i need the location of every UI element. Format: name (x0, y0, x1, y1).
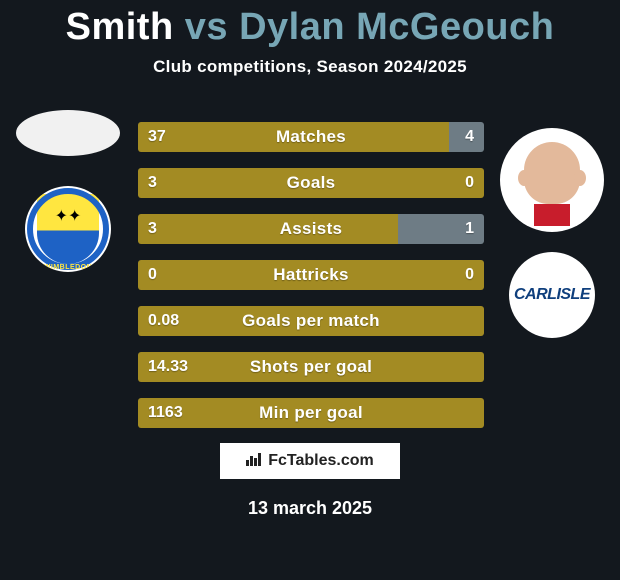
player1-avatar-placeholder (16, 110, 120, 156)
stat-bar-row: 1163Min per goal (138, 398, 484, 428)
stat-label: Min per goal (138, 398, 484, 428)
stat-label: Goals (138, 168, 484, 198)
stat-bar-row: 30Goals (138, 168, 484, 198)
stat-label: Assists (138, 214, 484, 244)
stat-label: Hattricks (138, 260, 484, 290)
watermark-text: FcTables.com (268, 452, 374, 470)
player2-name: Dylan McGeouch (239, 6, 554, 48)
fctables-watermark[interactable]: FcTables.com (220, 443, 400, 479)
player1-name: Smith (66, 6, 174, 48)
stat-label: Goals per match (138, 306, 484, 336)
title-separator: vs (185, 6, 228, 48)
comparison-date: 13 march 2025 (0, 498, 620, 519)
player2-head-icon (512, 134, 592, 226)
right-player-column: CARLISLE (492, 128, 612, 358)
stat-label: Shots per goal (138, 352, 484, 382)
player1-club-crest: ✦✦ WIMBLEDON (25, 186, 111, 272)
chart-icon (246, 452, 262, 471)
stat-bar-row: 00Hattricks (138, 260, 484, 290)
stat-bar-row: 0.08Goals per match (138, 306, 484, 336)
stat-bar-row: 374Matches (138, 122, 484, 152)
carlisle-crest-icon: CARLISLE (509, 252, 595, 338)
wimbledon-crest-icon: ✦✦ WIMBLEDON (27, 188, 109, 270)
stat-bar-row: 14.33Shots per goal (138, 352, 484, 382)
player2-avatar (500, 128, 604, 232)
carlisle-crest-text: CARLISLE (514, 286, 590, 304)
stat-label: Matches (138, 122, 484, 152)
page-title: Smith vs Dylan McGeouch (0, 0, 620, 49)
stat-bars-container: 374Matches 30Goals 31Assists 00Hattricks 0.0… (138, 122, 484, 444)
player2-club-crest: CARLISLE (509, 252, 595, 338)
stat-bar-row: 31Assists (138, 214, 484, 244)
subtitle: Club competitions, Season 2024/2025 (0, 57, 620, 77)
left-player-column: ✦✦ WIMBLEDON (8, 110, 128, 292)
